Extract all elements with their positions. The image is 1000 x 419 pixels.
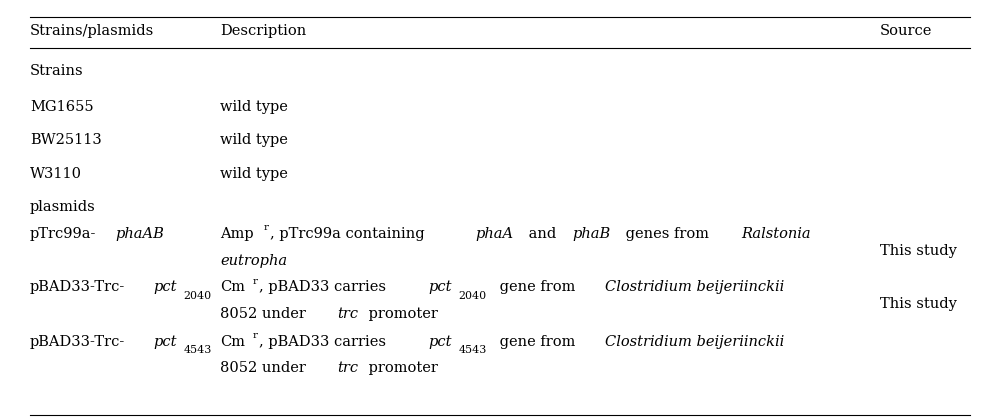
Text: pBAD33-Trc-: pBAD33-Trc- <box>30 335 125 349</box>
Text: BW25113: BW25113 <box>30 133 102 147</box>
Text: 2040: 2040 <box>183 291 211 301</box>
Text: promoter: promoter <box>364 307 438 321</box>
Text: phaAB: phaAB <box>116 227 165 241</box>
Text: gene from: gene from <box>495 280 580 294</box>
Text: plasmids: plasmids <box>30 200 96 215</box>
Text: Strains: Strains <box>30 64 84 78</box>
Text: MG1655: MG1655 <box>30 100 94 114</box>
Text: 8052 under: 8052 under <box>220 361 310 375</box>
Text: 4543: 4543 <box>459 345 487 355</box>
Text: gene from: gene from <box>495 335 580 349</box>
Text: W3110: W3110 <box>30 167 82 181</box>
Text: Source: Source <box>880 24 932 39</box>
Text: Ralstonia: Ralstonia <box>741 227 810 241</box>
Text: This study: This study <box>880 297 957 311</box>
Text: 4543: 4543 <box>183 345 212 355</box>
Text: Description: Description <box>220 24 306 39</box>
Text: This study: This study <box>880 244 957 259</box>
Text: , pBAD33 carries: , pBAD33 carries <box>259 280 390 294</box>
Text: Cm: Cm <box>220 335 245 349</box>
Text: Amp: Amp <box>220 227 254 241</box>
Text: r: r <box>263 223 268 233</box>
Text: , pBAD33 carries: , pBAD33 carries <box>259 335 390 349</box>
Text: pct: pct <box>153 335 176 349</box>
Text: pct: pct <box>428 335 452 349</box>
Text: pBAD33-Trc-: pBAD33-Trc- <box>30 280 125 294</box>
Text: 8052 under: 8052 under <box>220 307 310 321</box>
Text: Clostridium beijeriinckii: Clostridium beijeriinckii <box>605 280 784 294</box>
Text: wild type: wild type <box>220 133 288 147</box>
Text: Strains/plasmids: Strains/plasmids <box>30 24 154 39</box>
Text: pTrc99a-: pTrc99a- <box>30 227 96 241</box>
Text: phaA: phaA <box>475 227 513 241</box>
Text: Clostridium beijeriinckii: Clostridium beijeriinckii <box>605 335 784 349</box>
Text: , pTrc99a containing: , pTrc99a containing <box>270 227 429 241</box>
Text: pct: pct <box>153 280 176 294</box>
Text: phaB: phaB <box>572 227 610 241</box>
Text: trc: trc <box>337 307 358 321</box>
Text: pct: pct <box>428 280 452 294</box>
Text: r: r <box>252 331 257 340</box>
Text: promoter: promoter <box>364 361 438 375</box>
Text: r: r <box>252 277 257 286</box>
Text: eutropha: eutropha <box>220 254 287 268</box>
Text: genes from: genes from <box>621 227 714 241</box>
Text: wild type: wild type <box>220 167 288 181</box>
Text: Cm: Cm <box>220 280 245 294</box>
Text: 2040: 2040 <box>459 291 487 301</box>
Text: wild type: wild type <box>220 100 288 114</box>
Text: and: and <box>524 227 561 241</box>
Text: trc: trc <box>337 361 358 375</box>
